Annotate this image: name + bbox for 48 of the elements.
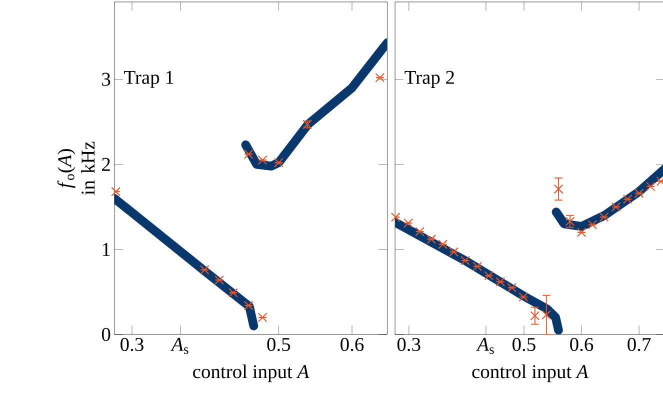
point [214, 276, 224, 285]
point [258, 312, 268, 322]
point [507, 283, 517, 293]
x-tick-label: 0.6 [340, 338, 364, 352]
x-tick-label: A$_{s}$ [476, 338, 494, 354]
point [415, 227, 424, 236]
x-axis-title: control input A [472, 364, 588, 382]
point [244, 150, 254, 160]
point [228, 288, 238, 298]
annotation: Trap 2 [404, 71, 454, 88]
point [576, 228, 586, 238]
x-tick-label: 0.5 [512, 338, 536, 352]
point [404, 218, 413, 228]
annotation: Trap 1 [124, 71, 174, 88]
x-tick-label: 0.3 [397, 338, 420, 352]
point [449, 247, 458, 257]
point [111, 187, 121, 196]
x-tick-label: 0.6 [570, 338, 594, 352]
x-tick-label: 0.3 [120, 338, 144, 352]
point [622, 194, 632, 204]
point [588, 220, 598, 230]
point [530, 311, 540, 321]
point [518, 292, 528, 302]
x-tick-label: 0.7 [628, 338, 651, 352]
point [554, 184, 564, 194]
point [542, 310, 552, 320]
y-tick-label: 1 [102, 243, 110, 256]
x-axis-title: control input A [193, 364, 310, 382]
point [496, 277, 506, 287]
x-tick-label: 0.5 [267, 338, 290, 352]
point [599, 212, 609, 222]
y-tick-label: 0 [102, 328, 110, 342]
x-tick-label: A$_{s}$ [170, 338, 188, 354]
point [611, 202, 621, 212]
point [390, 212, 400, 222]
point [634, 188, 644, 198]
y-tick-label: 3 [102, 72, 110, 86]
point [438, 240, 448, 250]
y-tick-label: 2 [102, 158, 110, 171]
point [258, 156, 268, 165]
point [274, 158, 284, 168]
point [244, 301, 254, 310]
point [484, 271, 494, 281]
point [460, 256, 470, 266]
point [375, 73, 385, 82]
point [472, 262, 482, 272]
point [200, 265, 210, 275]
point [426, 234, 436, 244]
